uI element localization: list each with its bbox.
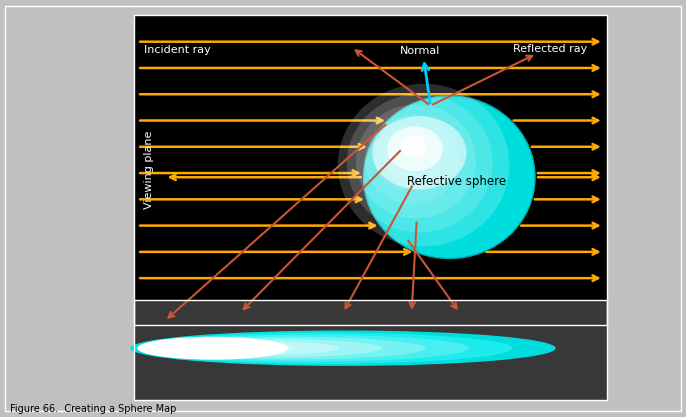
Text: Figure 66.  Creating a Sphere Map: Figure 66. Creating a Sphere Map	[10, 404, 177, 414]
Text: Incident ray: Incident ray	[144, 45, 211, 55]
Ellipse shape	[387, 126, 443, 171]
Ellipse shape	[169, 341, 339, 355]
Ellipse shape	[338, 84, 509, 246]
Ellipse shape	[153, 337, 425, 359]
Ellipse shape	[145, 335, 469, 362]
Bar	[134, 15, 607, 325]
Ellipse shape	[347, 94, 493, 232]
Bar	[134, 300, 607, 400]
Ellipse shape	[372, 116, 466, 189]
Ellipse shape	[137, 337, 288, 359]
Text: Reflected ray: Reflected ray	[513, 44, 587, 54]
Bar	[134, 15, 607, 325]
Ellipse shape	[365, 115, 459, 204]
Bar	[134, 300, 607, 400]
Ellipse shape	[374, 125, 442, 190]
Ellipse shape	[364, 96, 535, 259]
Ellipse shape	[130, 330, 556, 366]
Ellipse shape	[176, 343, 296, 353]
Ellipse shape	[399, 135, 427, 158]
Text: Refective sphere: Refective sphere	[407, 175, 506, 188]
Text: Normal: Normal	[399, 45, 440, 55]
Ellipse shape	[161, 339, 382, 357]
Text: Viewing plane: Viewing plane	[144, 131, 154, 209]
Ellipse shape	[356, 104, 476, 218]
Ellipse shape	[184, 345, 252, 351]
Ellipse shape	[383, 136, 426, 176]
Ellipse shape	[138, 333, 512, 364]
